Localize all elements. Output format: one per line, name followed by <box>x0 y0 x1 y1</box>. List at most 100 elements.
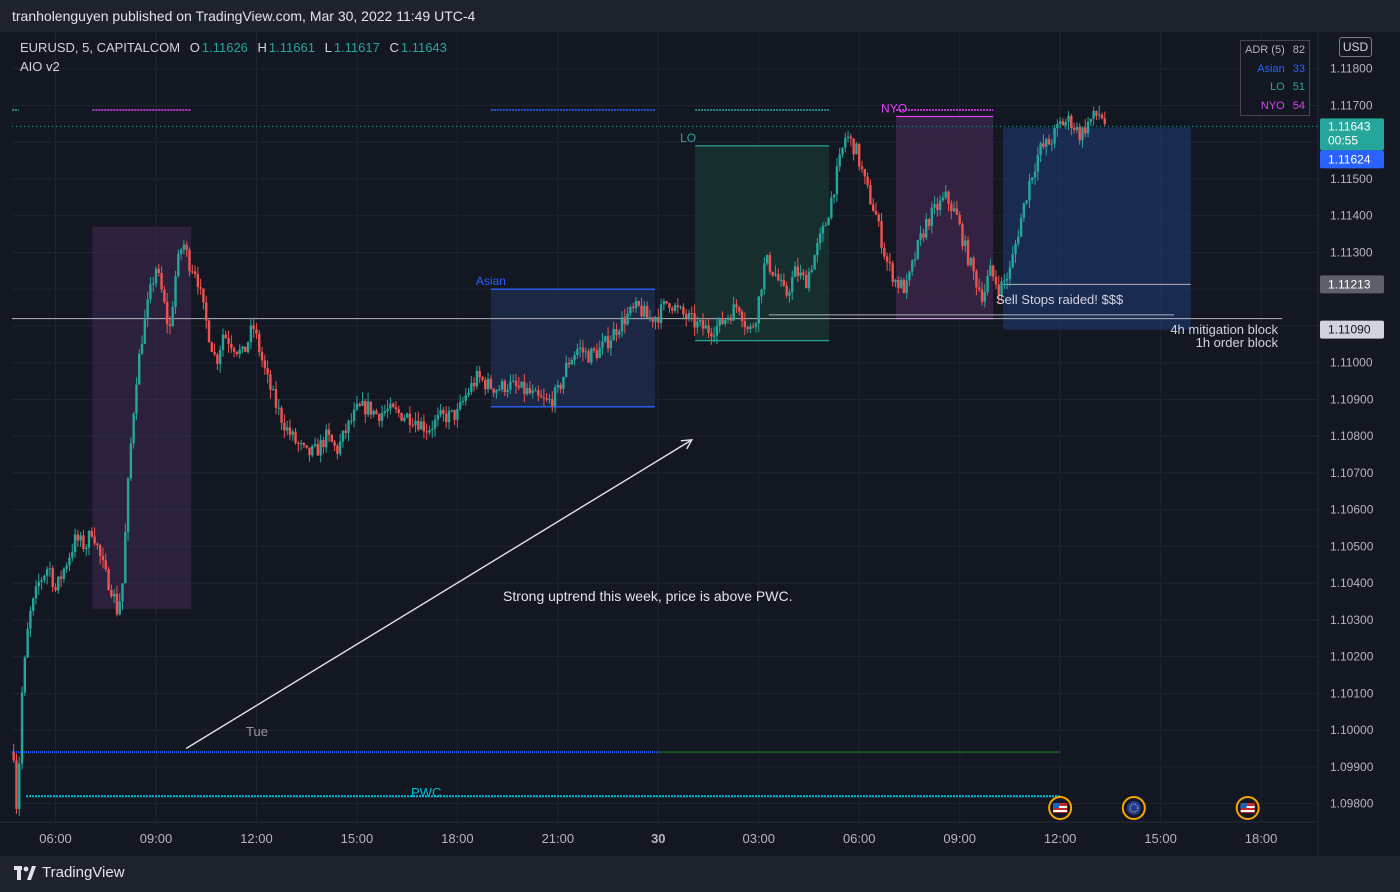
candle-body <box>12 752 15 761</box>
candle-body <box>531 390 534 394</box>
candle-body <box>249 325 253 343</box>
adr-table: ADR (5) 82 Asian 33 LO 51 NYO 54 <box>1240 40 1310 116</box>
uptrend-annotation: Strong uptrend this week, price is above… <box>503 588 792 604</box>
candle-body <box>411 424 414 426</box>
candle-body <box>182 244 186 250</box>
pwc-label: PWC <box>411 785 441 800</box>
candle-body <box>774 274 777 276</box>
candle-body <box>366 401 370 415</box>
symbol-name[interactable]: EURUSD, 5, CAPITALCOM <box>20 40 181 55</box>
candle-body <box>177 253 180 277</box>
candle-body <box>1014 243 1017 255</box>
candle-body <box>115 593 119 615</box>
candle-body <box>969 257 973 266</box>
candle-body <box>188 250 191 272</box>
candle-body <box>1058 121 1062 124</box>
candle-body <box>372 410 375 415</box>
candle-body <box>492 388 495 393</box>
x-tick-label: 18:00 <box>441 831 474 846</box>
candle-body <box>1031 177 1034 181</box>
y-tick-label: 1.10100 <box>1330 686 1374 700</box>
candle-body <box>436 414 440 420</box>
candle-body <box>272 389 275 391</box>
candle-body <box>548 399 551 401</box>
y-tick-label: 1.11700 <box>1330 98 1373 112</box>
candle-body <box>333 441 336 446</box>
candle-body <box>199 287 202 289</box>
candle-body <box>860 166 864 170</box>
candle-body <box>732 304 735 321</box>
candle-body <box>202 288 205 303</box>
candle-body <box>213 352 216 355</box>
candle-body <box>378 414 381 421</box>
candle-body <box>1098 114 1101 116</box>
trend-arrow <box>185 439 693 750</box>
candle-body <box>383 411 387 413</box>
candle-body <box>138 353 141 385</box>
candle-body <box>871 204 875 212</box>
candle-body <box>980 289 984 302</box>
candle-body <box>450 409 453 411</box>
candle-body <box>481 377 484 380</box>
y-tick-label: 1.10700 <box>1330 466 1374 480</box>
candle-body <box>260 352 264 361</box>
candle-body <box>96 543 99 546</box>
y-tick-label: 1.10600 <box>1330 503 1374 517</box>
candle-body <box>858 143 861 167</box>
candle-body <box>852 138 855 155</box>
candle-body <box>32 598 35 611</box>
candle-body <box>679 306 682 308</box>
candle-body <box>274 389 278 408</box>
candle-body <box>121 583 124 602</box>
candle-body <box>1028 180 1031 201</box>
candle-body <box>885 256 889 262</box>
candle-body <box>807 271 811 289</box>
candle-body <box>79 535 82 541</box>
candle-body <box>634 301 638 308</box>
candle-body <box>712 335 716 337</box>
countdown-label: 00:55 <box>1328 133 1358 147</box>
candle-body <box>174 276 177 308</box>
candle-body <box>648 317 652 319</box>
candle-body <box>551 399 554 407</box>
candle-body <box>584 351 587 353</box>
footer-brand[interactable]: TradingView <box>42 864 125 881</box>
candle-body <box>143 317 147 344</box>
x-tick-label: 15:00 <box>1144 831 1177 846</box>
candle-body <box>277 407 280 409</box>
candle-body <box>456 408 459 420</box>
candle-body <box>509 381 512 390</box>
candle-body <box>252 325 255 330</box>
candle-body <box>327 429 331 435</box>
candle-body <box>590 348 593 363</box>
candle-body <box>659 304 663 323</box>
candle-body <box>938 200 942 210</box>
candle-body <box>419 421 423 430</box>
candle-body <box>112 593 116 597</box>
candle-body <box>397 409 400 413</box>
currency-button[interactable]: USD <box>1339 37 1372 57</box>
candle-body <box>350 420 353 422</box>
candle-body <box>263 360 267 369</box>
y-tick-label: 1.11000 <box>1330 356 1373 370</box>
candle-body <box>765 254 769 264</box>
candle-body <box>978 287 981 290</box>
candle-body <box>40 580 43 582</box>
candle-body <box>1050 143 1053 145</box>
candle-body <box>715 325 719 336</box>
candle-body <box>760 289 763 297</box>
candle-body <box>623 317 627 325</box>
candle-body <box>98 545 102 556</box>
candle-body <box>428 430 431 433</box>
candle-body <box>361 401 364 406</box>
candle-body <box>1061 121 1065 126</box>
candle-body <box>640 305 643 317</box>
candle-body <box>1089 118 1093 122</box>
candle-body <box>855 143 858 155</box>
adr-row-label: Asian <box>1257 62 1285 75</box>
candle-body <box>919 233 922 241</box>
candle-body <box>1084 127 1087 134</box>
indicator-name[interactable]: AIO v2 <box>20 59 60 74</box>
candle-body <box>1039 143 1042 156</box>
